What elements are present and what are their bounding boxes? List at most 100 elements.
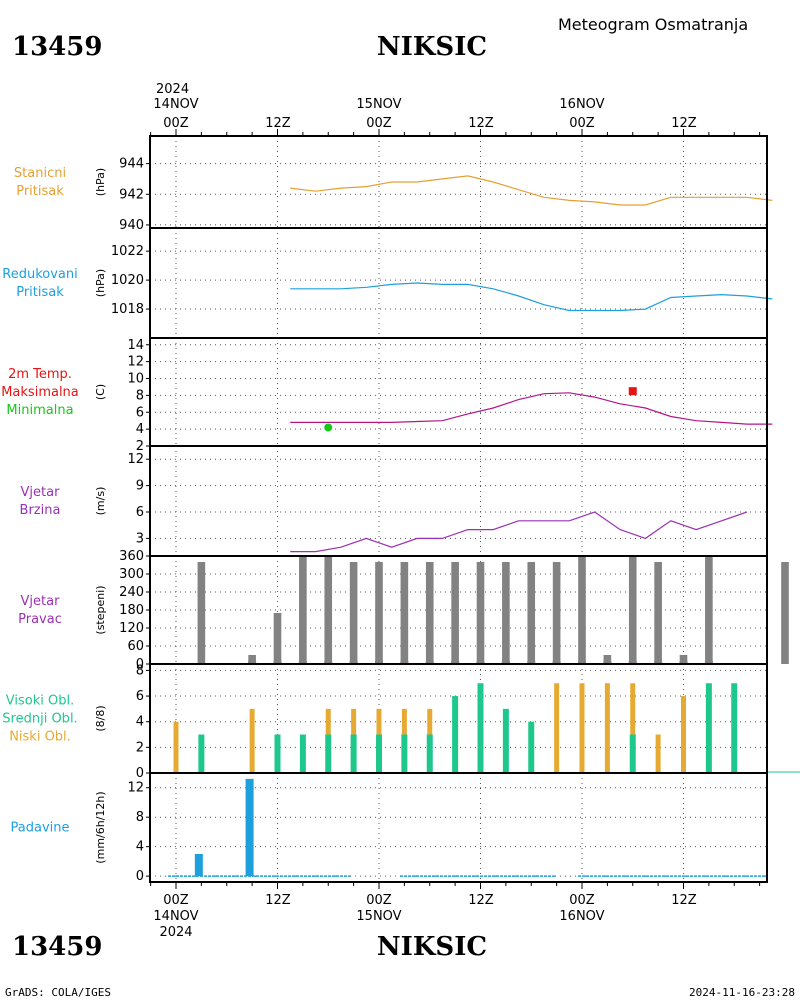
ytick-label: 12 [127, 781, 144, 796]
panel-7: 0 4 8 12 (mm/6h/12h) Padavine [11, 772, 768, 884]
panel-label-line: Visoki Obl. [6, 694, 74, 709]
precip-bar [194, 854, 203, 877]
footer-credit: GrADS: COLA/IGES [5, 986, 111, 999]
ytick-label: 180 [119, 603, 144, 618]
wind-direction-bar [705, 556, 713, 664]
wind-direction-bar [248, 655, 256, 664]
high-cloud-bar [376, 734, 382, 773]
ytick-label: 940 [119, 218, 144, 233]
top-hour-label-4: 12Z [468, 116, 494, 131]
wind-direction-bar [578, 556, 586, 664]
y-axis-label: (hPa) [94, 269, 107, 297]
low-cloud-bar [579, 683, 585, 773]
panel-3: 2 4 6 810 12 14 (C) 2m Temp. Maksimalna Minimalna [1, 337, 773, 454]
ytick-label: 10 [127, 372, 144, 387]
top-hour-label-1: 00Z [163, 116, 189, 131]
ytick-label: 12 [127, 355, 144, 370]
ytick-label: 944 [119, 157, 144, 172]
ytick-label: 2 [136, 740, 144, 755]
ytick-label: 4 [136, 422, 144, 437]
wind-direction-bar [400, 562, 409, 664]
low-cloud-bar [681, 696, 686, 773]
low-cloud-bar [604, 683, 610, 773]
low-cloud-bar [249, 708, 255, 773]
panel-label-line: Stanicni [14, 166, 66, 181]
panel-frame [149, 337, 768, 447]
wind-direction-bar [375, 562, 383, 664]
high-cloud-bar [731, 683, 738, 773]
panel-frame [149, 135, 768, 229]
panel-label-line: Pritisak [16, 285, 64, 300]
wind-direction-bar [476, 562, 485, 664]
panel-1: 940 942 944 (hPa) Stanicni Pritisak [14, 135, 773, 233]
panel-label-line: 2m Temp. [8, 367, 72, 382]
y-axis-label: (mm/6h/12h) [94, 791, 107, 863]
wind-direction-bar [552, 562, 561, 664]
top-date-label-1: 14NOV [153, 97, 198, 112]
ytick-label: 0 [136, 766, 144, 781]
ytick-label: 6 [136, 505, 144, 520]
high-cloud-bar [426, 734, 433, 773]
panel-label-line: Maksimalna [1, 385, 79, 400]
panel-frame [149, 663, 768, 774]
ytick-label: 942 [119, 187, 144, 202]
panel-frame [149, 772, 768, 883]
panel-label-line: Srednji Obl. [2, 712, 77, 727]
bottom-date-label-3: 16NOV [559, 909, 604, 924]
time-axis-ticks [150, 129, 761, 889]
wind-direction-bar [527, 562, 536, 664]
wind-direction-bar [781, 562, 789, 664]
panel-label-line: Niski Obl. [9, 730, 71, 745]
ytick-label: 1018 [111, 302, 144, 317]
y-axis-label: (m/s) [94, 487, 107, 516]
y-axis-label: (8/8) [94, 705, 107, 731]
station-name-top: NIKSIC [377, 32, 487, 62]
high-cloud-bar [452, 696, 459, 773]
top-date-label-2: 15NOV [356, 97, 401, 112]
wind-direction-bar [679, 655, 688, 664]
panel-frame [149, 227, 768, 339]
panel-label-line: Padavine [11, 821, 70, 836]
wind-direction-bar [299, 556, 307, 664]
high-cloud-bar [299, 734, 306, 773]
min-temp-marker [324, 423, 333, 432]
ytick-label: 0 [136, 657, 144, 672]
series-line [290, 511, 748, 553]
high-cloud-bar [401, 734, 408, 773]
top-hour-label-2: 12Z [265, 116, 291, 131]
panel-label-line: Pritisak [16, 184, 64, 199]
wind-direction-bar [628, 556, 637, 664]
ytick-label: 1020 [111, 273, 144, 288]
bottom-hour-label-1: 00Z [163, 893, 189, 908]
panel-label-line: Vjetar [21, 594, 61, 609]
y-axis-label: (hPa) [94, 168, 107, 196]
ytick-label: 240 [119, 585, 144, 600]
high-cloud-bar [528, 721, 535, 773]
top-year-label: 2024 [156, 82, 189, 97]
wind-direction-bar [425, 562, 434, 664]
series-line [290, 282, 773, 312]
high-cloud-bar [325, 734, 332, 773]
station-id-top: 13459 [12, 32, 102, 62]
bottom-hour-label-4: 12Z [468, 893, 494, 908]
panel-frame [149, 445, 768, 557]
high-cloud-bar [705, 683, 712, 773]
panel-label-line: Vjetar [21, 485, 61, 500]
ytick-label: 300 [119, 567, 144, 582]
wind-direction-bar [349, 562, 358, 664]
panel-6: 0 2 4 6 8 (8/8) Visoki Obl. Srednji Obl. Niski O… [2, 663, 800, 781]
high-cloud-bar [502, 708, 509, 773]
top-hour-label-6: 12Z [671, 116, 697, 131]
wind-direction-bar [451, 562, 459, 664]
panel-label-line: Pravac [18, 612, 62, 627]
ytick-label: 0 [136, 869, 144, 884]
ytick-label: 6 [136, 405, 144, 420]
low-cloud-bar [630, 683, 636, 773]
high-cloud-bar [198, 734, 205, 773]
ytick-label: 4 [136, 840, 144, 855]
bottom-hour-label-3: 00Z [366, 893, 392, 908]
max-temp-marker [628, 387, 637, 396]
top-date-label-3: 16NOV [559, 97, 604, 112]
y-axis-label: (C) [94, 384, 107, 400]
